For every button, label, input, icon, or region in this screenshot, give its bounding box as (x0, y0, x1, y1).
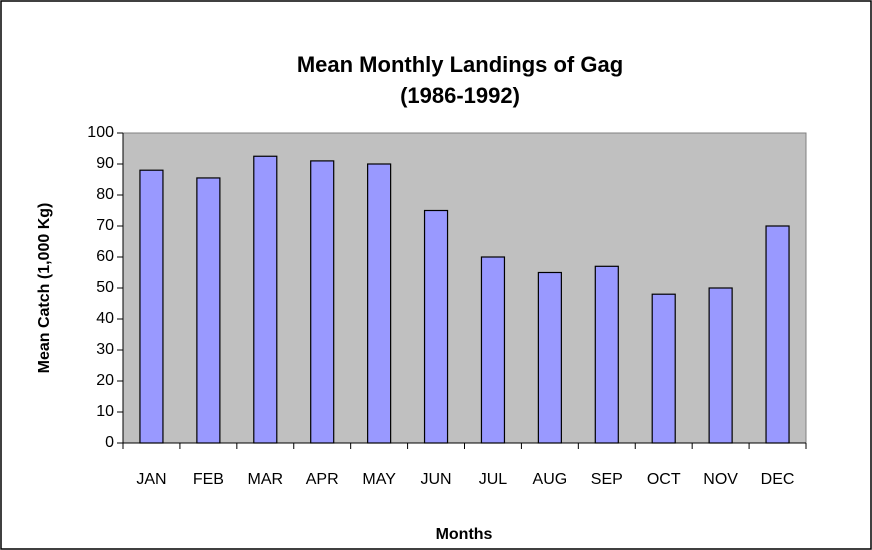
x-tick-label: JAN (136, 471, 166, 488)
x-tick-label: FEB (193, 471, 224, 488)
bar (196, 177, 221, 444)
bar (423, 209, 449, 444)
x-tick-label: DEC (761, 471, 795, 488)
y-tick-label: 60 (96, 248, 114, 265)
x-tick-label: SEP (591, 471, 623, 488)
chart-subtitle: (1986-1992) (400, 83, 520, 108)
bar (765, 225, 790, 444)
y-tick-label: 40 (96, 310, 114, 327)
x-tick-label: OCT (647, 471, 681, 488)
x-tick-label: MAR (248, 471, 284, 488)
plot-area (122, 132, 807, 444)
y-tick-label: 0 (105, 434, 114, 451)
bar (708, 287, 733, 444)
y-tick-label: 100 (87, 124, 114, 141)
bar (594, 265, 619, 444)
bar (537, 271, 562, 444)
y-tick-label: 30 (96, 341, 114, 358)
bar (367, 163, 392, 444)
chart-title: Mean Monthly Landings of Gag (297, 52, 623, 77)
bar (480, 256, 506, 444)
y-tick-label: 70 (96, 217, 114, 234)
y-axis-title: Mean Catch (1,000 Kg) (36, 203, 53, 374)
y-tick-label: 90 (96, 155, 114, 172)
y-tick-label: 80 (96, 186, 114, 203)
x-tick-label: MAY (362, 471, 396, 488)
y-tick-label: 20 (96, 372, 114, 389)
bar (310, 160, 335, 444)
x-tick-label: NOV (703, 471, 738, 488)
y-tick-label: 10 (96, 403, 114, 420)
bar (651, 293, 676, 444)
y-tick-label: 50 (96, 279, 114, 296)
x-tick-label: AUG (533, 471, 568, 488)
bar (253, 155, 278, 444)
x-tick-label: JUN (420, 471, 451, 488)
x-tick-label: JUL (479, 471, 508, 488)
bar (139, 169, 164, 444)
x-axis-title: Months (436, 526, 493, 543)
x-tick-label: APR (306, 471, 339, 488)
